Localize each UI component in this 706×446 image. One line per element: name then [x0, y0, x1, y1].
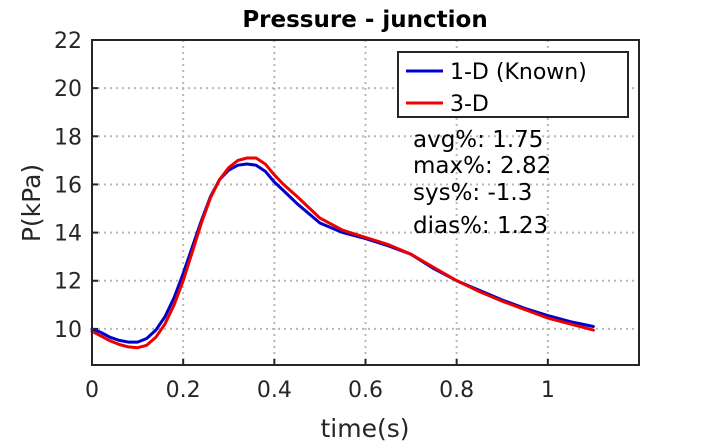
y-tick-label: 22 — [54, 29, 82, 54]
annotation-max: max%: 2.82 — [413, 153, 551, 179]
annotation-sys: sys%: -1.3 — [413, 180, 532, 206]
x-tick-label: 0.6 — [348, 378, 383, 403]
x-tick-label: 0.8 — [439, 378, 474, 403]
legend-label-3d: 3-D — [450, 92, 489, 117]
y-tick-label: 10 — [54, 318, 82, 343]
x-axis-label: time(s) — [320, 414, 409, 443]
x-tick-label: 0 — [85, 378, 99, 403]
x-tick-label: 0.2 — [166, 378, 201, 403]
chart-title: Pressure - junction — [242, 7, 487, 33]
y-tick-label: 12 — [54, 270, 82, 295]
y-tick-label: 20 — [54, 77, 82, 102]
y-tick-label: 14 — [54, 222, 82, 247]
legend: 1-D (Known) 3-D — [397, 51, 629, 118]
annotation-dias: dias%: 1.23 — [413, 213, 548, 239]
stats-annotations: avg%: 1.75 max%: 2.82 sys%: -1.3 dias%: … — [413, 127, 551, 239]
y-axis-label: P(kPa) — [17, 164, 46, 242]
series-line-3d — [90, 156, 595, 350]
legend-box — [397, 51, 629, 118]
x-tick-label: 0.4 — [257, 378, 292, 403]
x-axis-ticks: 0 0.2 0.4 0.6 0.8 1 — [85, 359, 555, 403]
annotation-avg: avg%: 1.75 — [413, 127, 543, 153]
y-tick-label: 18 — [54, 125, 82, 150]
legend-label-1d: 1-D (Known) — [450, 60, 587, 85]
y-axis-ticks: 10 12 14 16 18 20 22 — [54, 29, 98, 343]
x-tick-label: 1 — [541, 378, 555, 403]
y-tick-label: 16 — [54, 173, 82, 198]
series-lines — [90, 156, 595, 350]
